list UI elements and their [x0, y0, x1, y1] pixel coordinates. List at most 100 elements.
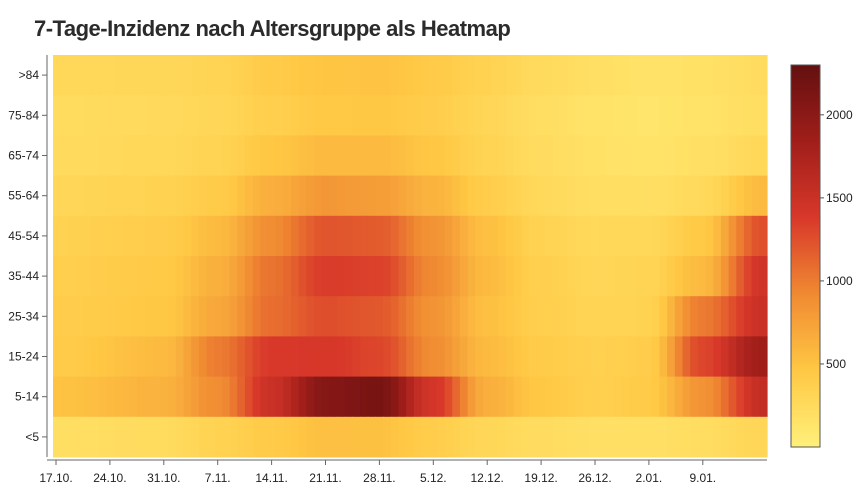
- heatmap-cell: [68, 95, 77, 136]
- heatmap-cell: [467, 256, 476, 297]
- heatmap-cell: [644, 135, 653, 177]
- heatmap-cell: [513, 256, 522, 297]
- heatmap-cell: [106, 296, 116, 337]
- heatmap-cell: [214, 55, 223, 96]
- heatmap-cell: [229, 95, 238, 136]
- heatmap-cell: [122, 256, 131, 297]
- heatmap-cell: [198, 175, 208, 217]
- heatmap-cell: [398, 175, 407, 217]
- heatmap-cell: [429, 416, 438, 458]
- heatmap-cell: [475, 256, 484, 297]
- heatmap-cell: [697, 416, 707, 458]
- heatmap-cell: [697, 95, 707, 136]
- y-tick-label: 25-34: [8, 309, 39, 323]
- heatmap-cell: [705, 135, 714, 177]
- heatmap-cell: [482, 55, 492, 96]
- heatmap-cell: [413, 55, 423, 96]
- heatmap-cell: [575, 296, 584, 337]
- heatmap-cell: [206, 336, 215, 378]
- heatmap-cell: [244, 215, 254, 257]
- heatmap-cell: [559, 215, 568, 257]
- heatmap-cell: [452, 336, 461, 378]
- heatmap-cell: [275, 95, 284, 136]
- heatmap-cell: [137, 135, 146, 177]
- heatmap-cell: [206, 215, 215, 257]
- heatmap-cell: [728, 175, 737, 217]
- heatmap-cell: [490, 256, 499, 297]
- heatmap-cell: [421, 256, 430, 297]
- heatmap-cell: [505, 95, 515, 136]
- heatmap-cell: [375, 296, 384, 337]
- heatmap-cell: [383, 296, 392, 337]
- heatmap-cell: [705, 95, 714, 136]
- heatmap-cell: [375, 215, 384, 257]
- heatmap-cell: [682, 416, 691, 458]
- heatmap-cell: [529, 55, 538, 96]
- heatmap-cell: [237, 416, 246, 458]
- heatmap-cell: [452, 215, 461, 257]
- heatmap-cell: [690, 135, 699, 177]
- heatmap-cell: [436, 376, 446, 418]
- heatmap-cell: [529, 296, 538, 337]
- heatmap-cell: [482, 175, 492, 217]
- heatmap-cell: [68, 296, 77, 337]
- heatmap-cell: [344, 256, 354, 297]
- heatmap-cell: [544, 95, 553, 136]
- heatmap-cell: [298, 135, 307, 177]
- heatmap-cell: [122, 55, 131, 96]
- heatmap-cell: [60, 416, 69, 458]
- heatmap-cell: [237, 376, 246, 418]
- heatmap-cell: [68, 256, 77, 297]
- heatmap-cell: [214, 416, 223, 458]
- heatmap-cell: [498, 55, 507, 96]
- heatmap-cell: [329, 376, 338, 418]
- heatmap-cell: [436, 215, 446, 257]
- heatmap-cell: [221, 336, 231, 378]
- heatmap-cell: [613, 135, 622, 177]
- heatmap-cell: [329, 215, 338, 257]
- heatmap-cell: [206, 376, 215, 418]
- y-tick-label: 45-54: [8, 229, 39, 243]
- heatmap-cell: [459, 416, 469, 458]
- heatmap-cell: [244, 55, 254, 96]
- heatmap-cell: [114, 416, 123, 458]
- heatmap-cell: [644, 175, 653, 217]
- heatmap-cell: [114, 215, 123, 257]
- heatmap-cell: [444, 55, 453, 96]
- heatmap-cells: [53, 55, 768, 458]
- heatmap-cell: [444, 256, 453, 297]
- heatmap-cell: [705, 296, 714, 337]
- heatmap-cell: [682, 175, 691, 217]
- heatmap-cell: [306, 95, 315, 136]
- heatmap-cell: [383, 215, 392, 257]
- heatmap-cell: [68, 376, 77, 418]
- heatmap-cell: [175, 135, 185, 177]
- heatmap-cell: [751, 135, 760, 177]
- heatmap-cell: [743, 215, 753, 257]
- heatmap-cell: [160, 95, 169, 136]
- heatmap-cell: [636, 296, 645, 337]
- heatmap-cell: [283, 296, 292, 337]
- heatmap-cell: [76, 135, 85, 177]
- heatmap-cell: [436, 416, 446, 458]
- heatmap-cell: [91, 215, 100, 257]
- heatmap-cell: [145, 416, 154, 458]
- heatmap-cell: [191, 336, 200, 378]
- heatmap-cell: [390, 135, 400, 177]
- heatmap-cell: [168, 95, 177, 136]
- heatmap-cell: [429, 376, 438, 418]
- heatmap-cell: [53, 215, 62, 257]
- heatmap-cell: [628, 135, 638, 177]
- heatmap-cell: [252, 175, 261, 217]
- heatmap-cell: [636, 135, 645, 177]
- heatmap-cell: [728, 55, 737, 96]
- heatmap-cell: [145, 376, 154, 418]
- heatmap-cell: [552, 336, 561, 378]
- heatmap-cell: [398, 215, 407, 257]
- heatmap-cell: [314, 135, 323, 177]
- heatmap-cell: [314, 256, 323, 297]
- heatmap-cell: [252, 256, 261, 297]
- heatmap-cell: [644, 215, 653, 257]
- heatmap-cell: [651, 376, 661, 418]
